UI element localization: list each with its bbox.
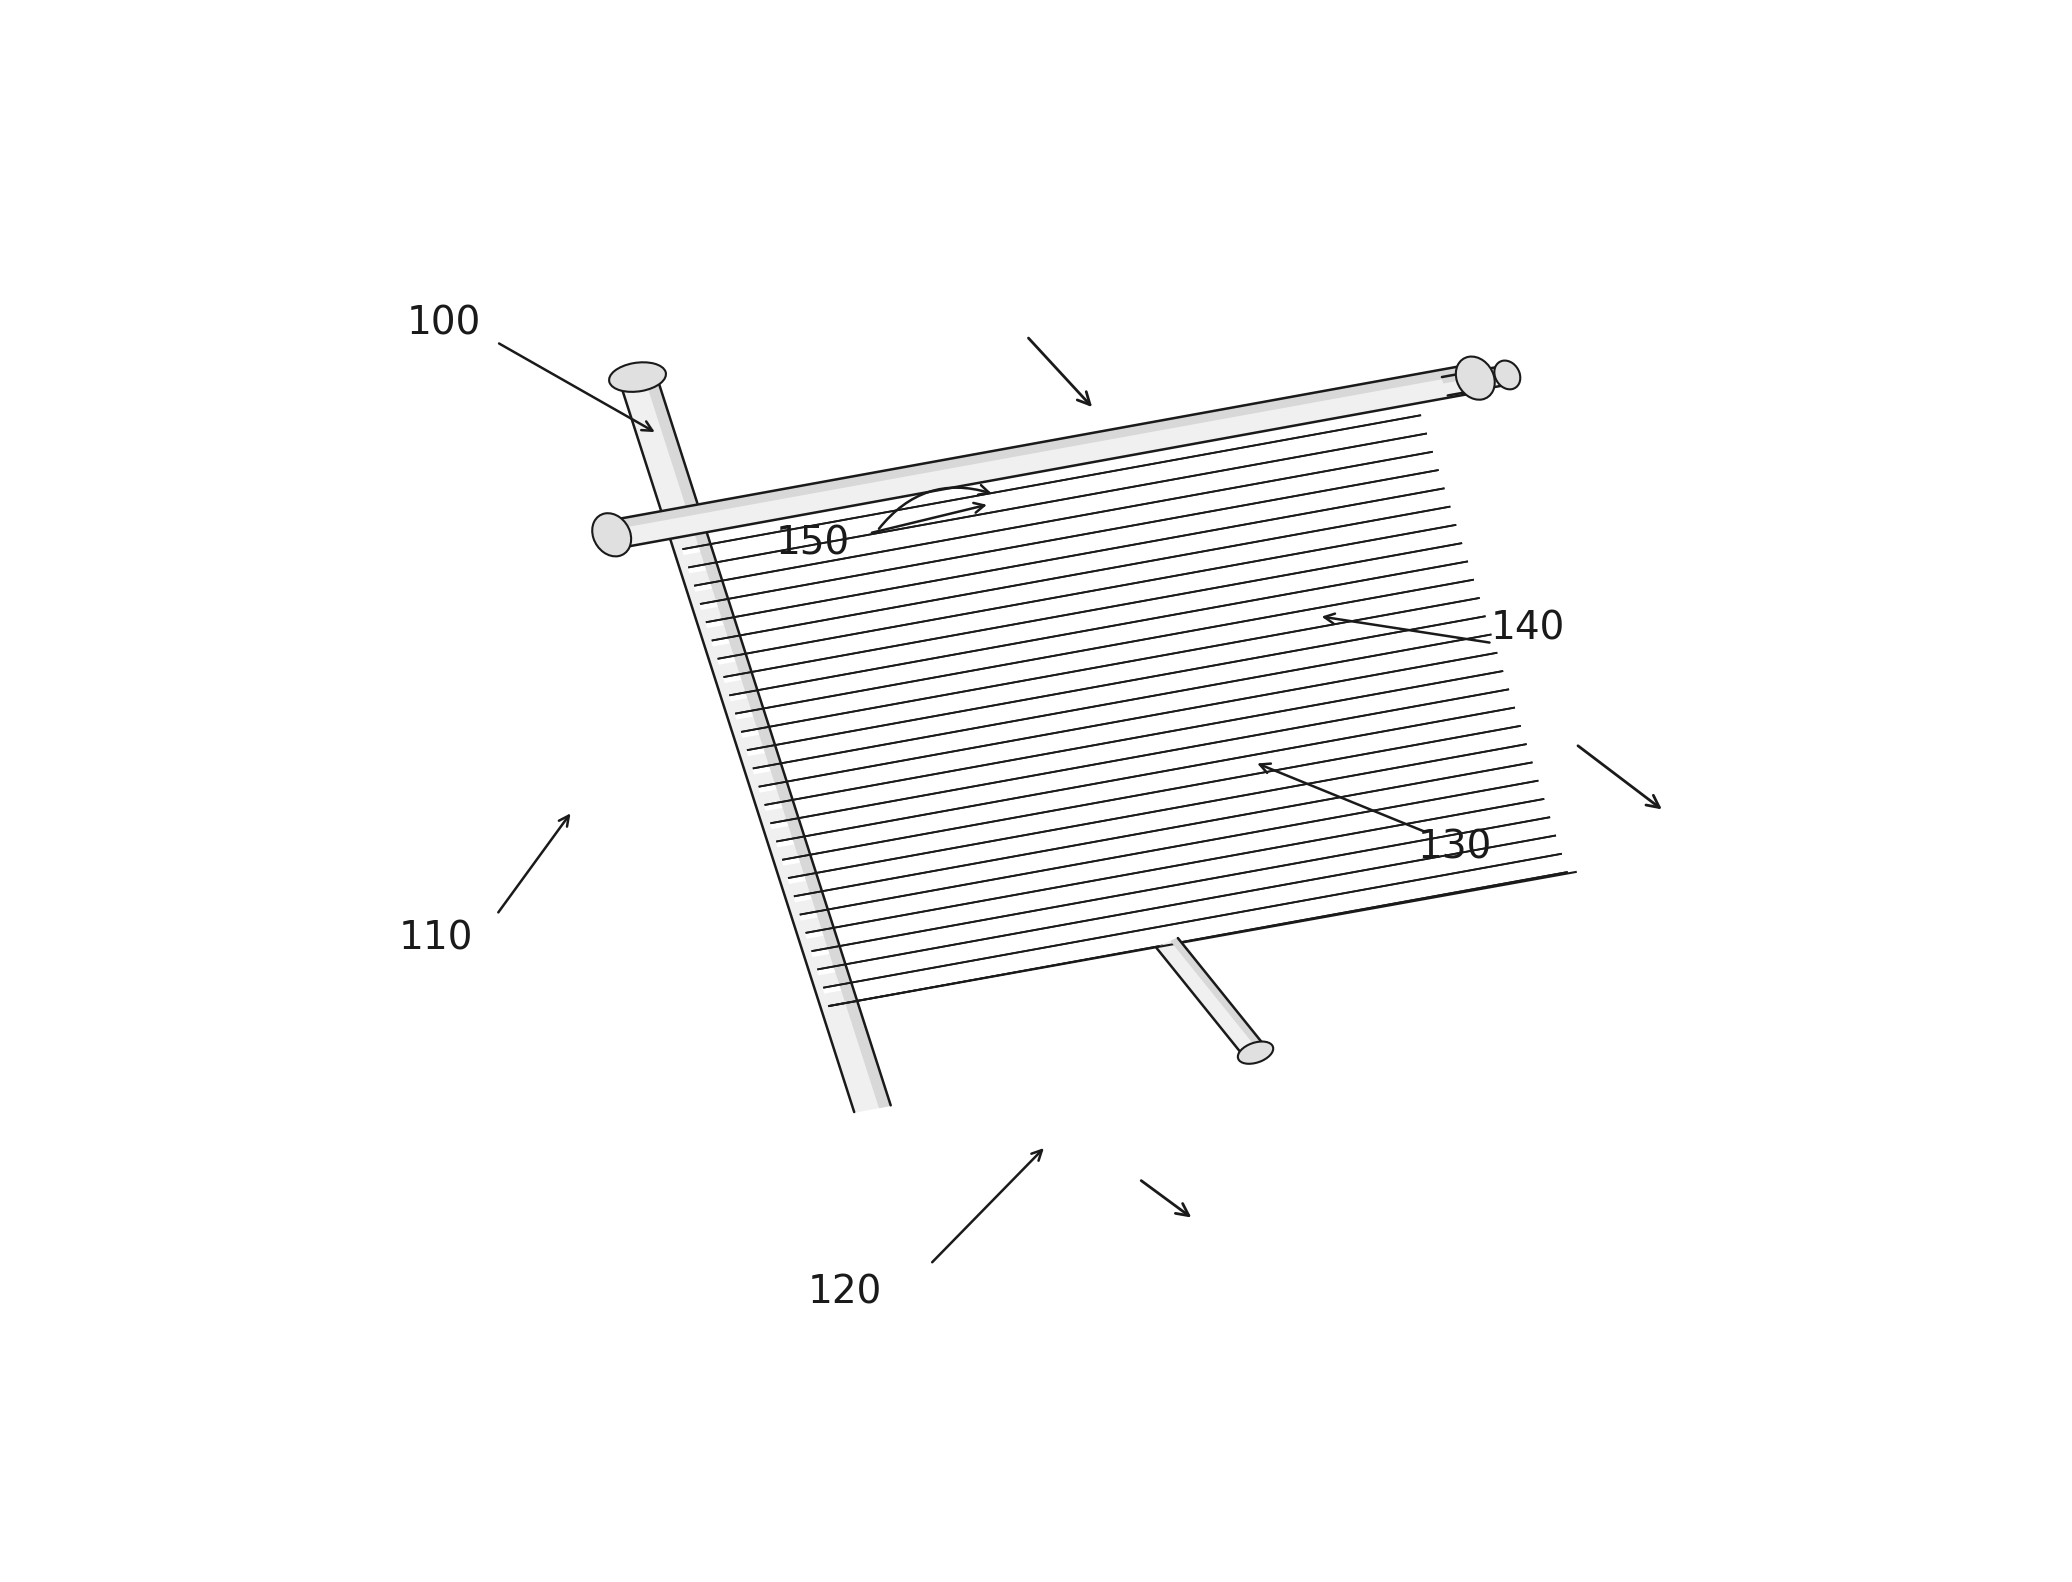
- Polygon shape: [746, 615, 1488, 755]
- Polygon shape: [742, 598, 1481, 737]
- Polygon shape: [794, 763, 1533, 902]
- Text: 140: 140: [1490, 609, 1564, 647]
- Polygon shape: [707, 489, 1446, 628]
- Ellipse shape: [1494, 361, 1521, 389]
- Ellipse shape: [593, 513, 632, 557]
- Polygon shape: [700, 470, 1440, 609]
- Polygon shape: [711, 506, 1452, 645]
- Polygon shape: [1442, 365, 1506, 383]
- Polygon shape: [675, 397, 1417, 536]
- Polygon shape: [644, 373, 891, 1107]
- Text: 100: 100: [406, 305, 481, 343]
- Polygon shape: [800, 780, 1539, 919]
- Polygon shape: [823, 854, 1564, 993]
- Polygon shape: [688, 433, 1428, 573]
- Polygon shape: [1171, 938, 1266, 1050]
- Polygon shape: [812, 818, 1552, 956]
- Polygon shape: [729, 562, 1469, 701]
- Polygon shape: [607, 364, 1479, 549]
- Polygon shape: [717, 525, 1459, 664]
- Ellipse shape: [609, 362, 665, 392]
- FancyArrowPatch shape: [1579, 745, 1660, 807]
- Ellipse shape: [1457, 356, 1494, 400]
- Polygon shape: [777, 707, 1517, 846]
- Text: 110: 110: [398, 921, 472, 959]
- Polygon shape: [723, 543, 1463, 682]
- Text: 120: 120: [808, 1274, 883, 1311]
- Text: 150: 150: [775, 524, 850, 562]
- FancyArrowPatch shape: [1028, 339, 1090, 405]
- Polygon shape: [765, 671, 1504, 810]
- Polygon shape: [682, 414, 1423, 554]
- Polygon shape: [787, 744, 1529, 883]
- Polygon shape: [1156, 938, 1266, 1058]
- Polygon shape: [816, 835, 1558, 975]
- Ellipse shape: [1237, 1041, 1272, 1063]
- Polygon shape: [771, 690, 1510, 829]
- Polygon shape: [758, 653, 1498, 793]
- FancyArrowPatch shape: [1142, 1180, 1189, 1215]
- Polygon shape: [736, 579, 1475, 718]
- Polygon shape: [1442, 365, 1510, 396]
- Polygon shape: [607, 364, 1473, 530]
- Polygon shape: [752, 634, 1494, 774]
- FancyArrowPatch shape: [879, 486, 988, 528]
- Polygon shape: [694, 452, 1434, 590]
- Polygon shape: [781, 726, 1523, 865]
- Text: 130: 130: [1417, 829, 1492, 867]
- Polygon shape: [620, 373, 891, 1112]
- Polygon shape: [806, 799, 1546, 938]
